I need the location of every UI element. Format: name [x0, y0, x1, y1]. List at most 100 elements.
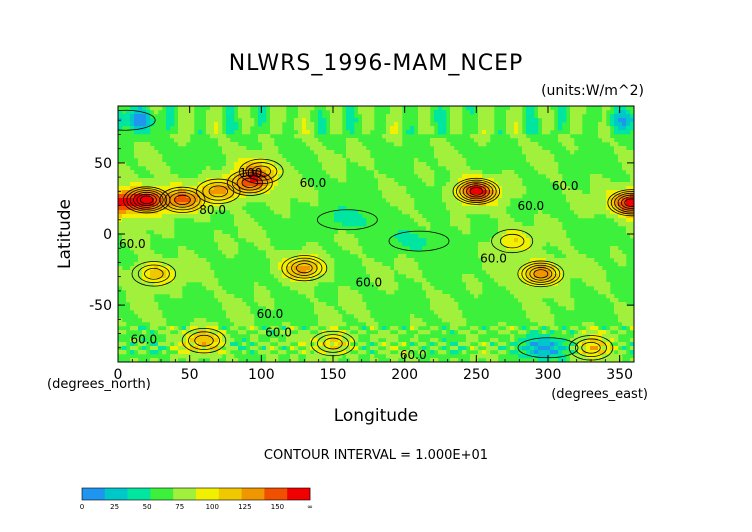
field-cell	[510, 242, 515, 247]
field-cell	[130, 282, 135, 287]
field-cell	[602, 126, 607, 131]
field-cell	[246, 166, 251, 171]
field-cell	[538, 338, 543, 343]
field-cell	[142, 246, 147, 251]
field-cell	[546, 258, 551, 263]
field-cell	[178, 182, 183, 187]
field-cell	[250, 318, 255, 323]
field-cell	[554, 342, 559, 347]
field-cell	[478, 142, 483, 147]
field-cell	[338, 170, 343, 175]
field-cell	[262, 342, 267, 347]
field-cell	[166, 126, 171, 131]
field-cell	[254, 282, 259, 287]
field-cell	[166, 270, 171, 275]
field-cell	[346, 246, 351, 251]
field-cell	[614, 210, 619, 215]
field-cell	[418, 126, 423, 131]
field-cell	[606, 186, 611, 191]
field-cell	[622, 218, 627, 223]
field-cell	[538, 250, 543, 255]
field-cell	[630, 234, 634, 239]
field-cell	[470, 286, 475, 291]
field-cell	[594, 202, 599, 207]
contour-line	[517, 260, 565, 288]
field-cell	[246, 306, 251, 311]
field-cell	[282, 198, 287, 203]
field-cell	[246, 318, 251, 323]
field-cell	[338, 158, 343, 163]
field-cell	[134, 270, 139, 275]
field-cell	[346, 222, 351, 227]
field-cell	[614, 258, 619, 263]
field-cell	[430, 342, 435, 347]
field-cell	[142, 158, 147, 163]
field-cell	[442, 110, 447, 115]
field-cell	[438, 154, 443, 159]
field-cell	[182, 342, 187, 347]
field-cell	[538, 146, 543, 151]
field-cell	[150, 190, 155, 195]
field-cell	[278, 206, 283, 211]
field-cell	[538, 246, 543, 251]
field-cell	[350, 250, 355, 255]
field-cell	[510, 254, 515, 259]
field-cell	[546, 162, 551, 167]
field-cell	[526, 138, 531, 143]
field-cell	[582, 262, 587, 267]
field-cell	[486, 258, 491, 263]
field-cell	[410, 214, 415, 219]
field-cell	[582, 270, 587, 275]
field-cell	[194, 270, 199, 275]
field-cell	[442, 298, 447, 303]
field-cell	[218, 194, 223, 199]
field-cell	[258, 350, 263, 355]
field-cell	[454, 358, 459, 362]
field-cell	[314, 350, 319, 355]
field-cell	[246, 194, 251, 199]
field-cell	[494, 274, 499, 279]
field-cell	[398, 266, 403, 271]
field-cell	[310, 358, 315, 362]
field-cell	[502, 226, 507, 231]
field-cell	[158, 154, 163, 159]
field-cell	[358, 246, 363, 251]
field-cell	[526, 230, 531, 235]
field-cell	[274, 146, 279, 151]
field-cell	[582, 278, 587, 283]
field-cell	[358, 350, 363, 355]
field-cell	[130, 210, 135, 215]
field-cell	[134, 106, 139, 111]
field-cell	[506, 190, 511, 195]
field-cell	[358, 298, 363, 303]
field-cell	[150, 226, 155, 231]
field-cell	[234, 142, 239, 147]
field-cell	[510, 326, 515, 331]
field-cell	[126, 226, 131, 231]
field-cell	[326, 334, 331, 339]
field-cell	[274, 338, 279, 343]
field-cell	[210, 118, 215, 123]
field-cell	[198, 186, 203, 191]
field-cell	[478, 194, 483, 199]
field-cell	[458, 182, 463, 187]
field-cell	[134, 218, 139, 223]
field-cell	[130, 342, 135, 347]
field-cell	[554, 270, 559, 275]
field-cell	[442, 314, 447, 319]
field-cell	[410, 130, 415, 135]
field-cell	[174, 338, 179, 343]
colorbar-swatch	[82, 488, 106, 500]
field-cell	[606, 130, 611, 135]
field-cell	[626, 222, 631, 227]
field-cell	[470, 170, 475, 175]
field-cell	[330, 266, 335, 271]
field-cell	[350, 306, 355, 311]
field-cell	[218, 178, 223, 183]
field-cell	[314, 270, 319, 275]
field-cell	[414, 166, 419, 171]
field-cell	[570, 354, 575, 359]
field-cell	[178, 138, 183, 143]
field-cell	[606, 330, 611, 335]
field-cell	[150, 310, 155, 315]
